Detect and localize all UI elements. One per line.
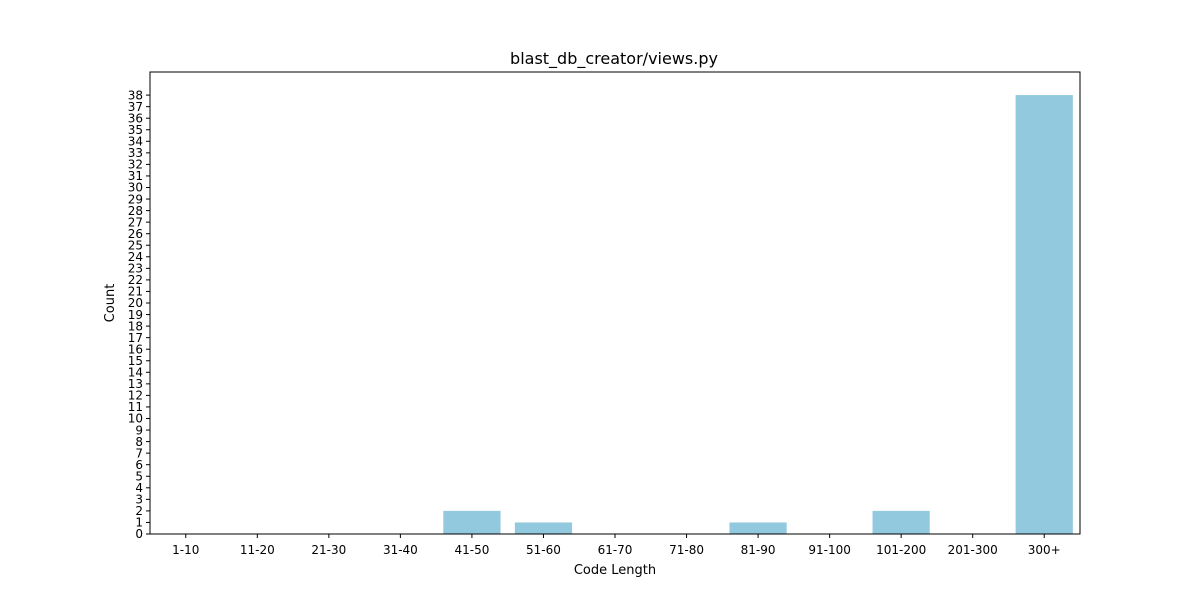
x-tick-label: 81-90	[741, 543, 776, 557]
y-tick-label: 10	[128, 412, 143, 426]
y-tick-label: 7	[135, 446, 143, 460]
chart-title: blast_db_creator/views.py	[510, 49, 718, 69]
y-tick-label: 37	[128, 100, 143, 114]
y-tick-label: 23	[128, 262, 143, 276]
x-tick-label: 300+	[1028, 543, 1061, 557]
y-tick-label: 3	[135, 493, 143, 507]
x-tick-label: 91-100	[808, 543, 851, 557]
y-tick-label: 16	[128, 342, 143, 356]
y-axis-label: Count	[103, 284, 118, 323]
y-tick-label: 17	[128, 331, 143, 345]
y-tick-label: 8	[135, 435, 143, 449]
x-tick-label: 21-30	[311, 543, 346, 557]
y-tick-label: 36	[128, 111, 143, 125]
y-tick-label: 31	[128, 169, 143, 183]
x-tick-label: 1-10	[172, 543, 199, 557]
y-tick-label: 6	[135, 458, 143, 472]
x-axis-ticks: 1-10 11-20 21-30 31-40 41-50 51-60 61-70 71-80 8…	[172, 534, 1061, 557]
y-tick-label: 27	[128, 215, 143, 229]
y-tick-label: 4	[135, 481, 143, 495]
y-tick-label: 35	[128, 123, 143, 137]
bars-group	[443, 95, 1073, 534]
y-tick-label: 33	[128, 146, 143, 160]
y-tick-label: 21	[128, 285, 143, 299]
bar-51-60	[514, 522, 573, 534]
y-tick-label: 5	[135, 469, 143, 483]
y-tick-label: 38	[128, 88, 143, 102]
y-tick-label: 1	[135, 516, 143, 530]
y-tick-label: 34	[128, 135, 143, 149]
y-tick-label: 18	[128, 319, 143, 333]
x-tick-label: 201-300	[948, 543, 998, 557]
y-tick-label: 9	[135, 423, 143, 437]
bar-41-50	[443, 510, 501, 534]
x-tick-label: 31-40	[383, 543, 418, 557]
y-tick-label: 13	[128, 377, 143, 391]
x-tick-label: 11-20	[240, 543, 275, 557]
y-tick-label: 2	[135, 504, 143, 518]
y-tick-label: 26	[128, 227, 143, 241]
bar-81-90	[729, 522, 787, 534]
y-tick-label: 14	[128, 366, 143, 380]
y-tick-label: 0	[135, 527, 143, 541]
x-tick-label: 101-200	[876, 543, 926, 557]
x-tick-label: 71-80	[669, 543, 704, 557]
y-tick-label: 15	[128, 354, 143, 368]
y-tick-label: 30	[128, 181, 143, 195]
x-axis-label: Code Length	[574, 563, 656, 578]
bar-101-200	[872, 510, 930, 534]
y-tick-label: 24	[128, 250, 143, 264]
y-tick-label: 11	[128, 400, 143, 414]
y-axis-ticks: 0123456789101112131415161718192021222324…	[128, 88, 150, 541]
y-tick-label: 12	[128, 389, 143, 403]
y-tick-label: 32	[128, 158, 143, 172]
y-tick-label: 20	[128, 296, 143, 310]
bar-300+	[1015, 95, 1073, 534]
y-tick-label: 25	[128, 238, 143, 252]
x-tick-label: 61-70	[598, 543, 633, 557]
y-tick-label: 22	[128, 273, 143, 287]
plot-area-frame	[149, 71, 1081, 535]
y-tick-label: 19	[128, 308, 143, 322]
y-tick-label: 29	[128, 192, 143, 206]
x-tick-label: 41-50	[454, 543, 489, 557]
y-tick-label: 28	[128, 204, 143, 218]
x-tick-label: 51-60	[526, 543, 561, 557]
